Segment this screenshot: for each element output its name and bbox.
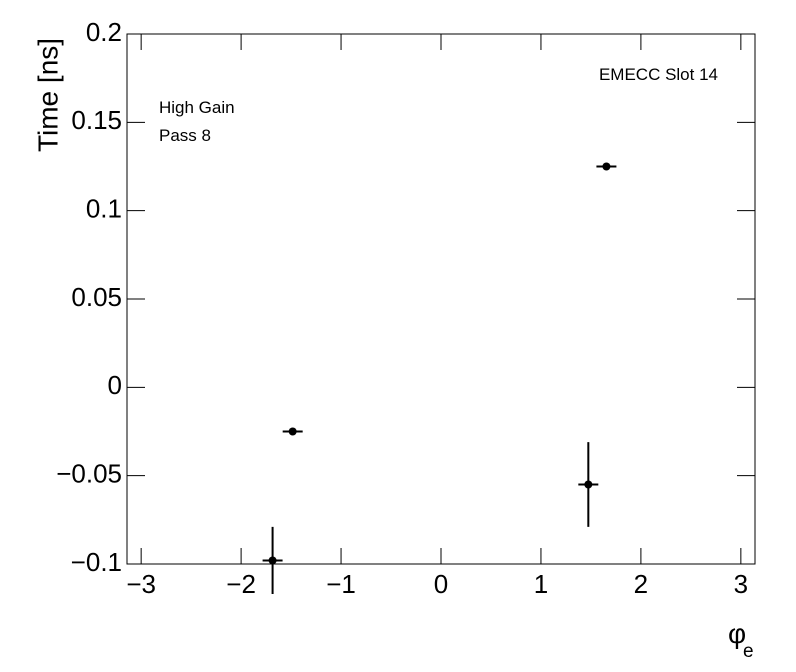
x-tick-label: 3 xyxy=(734,569,748,599)
y-tick-label: 0.05 xyxy=(71,282,122,312)
data-point xyxy=(268,556,277,565)
x-tick-label: 2 xyxy=(634,569,648,599)
x-axis-label: φ xyxy=(728,618,746,649)
x-tick-label: −3 xyxy=(126,569,156,599)
x-tick-label: 0 xyxy=(434,569,448,599)
data-point xyxy=(584,480,593,489)
y-tick-label: −0.05 xyxy=(56,459,122,489)
x-tick-label: −2 xyxy=(226,569,256,599)
x-tick-label: 1 xyxy=(534,569,548,599)
y-tick-label: −0.1 xyxy=(71,547,122,577)
y-tick-label: 0 xyxy=(108,370,122,400)
y-tick-label: 0.15 xyxy=(71,105,122,135)
x-axis-label-sub: e xyxy=(743,641,754,662)
annotation: EMECC Slot 14 xyxy=(599,65,718,84)
y-tick-label: 0.1 xyxy=(86,194,122,224)
x-tick-label: −1 xyxy=(326,569,356,599)
annotation: High Gain xyxy=(159,98,235,117)
annotation: Pass 8 xyxy=(159,126,211,145)
data-point xyxy=(288,427,297,436)
y-axis-label: Time [ns] xyxy=(32,38,63,152)
data-point xyxy=(602,162,611,171)
y-tick-label: 0.2 xyxy=(86,17,122,47)
